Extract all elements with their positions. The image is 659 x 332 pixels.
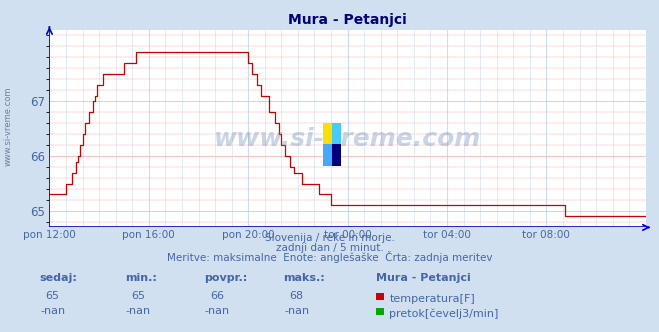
Bar	[332, 123, 341, 144]
Text: Meritve: maksimalne  Enote: anglešaške  Črta: zadnja meritev: Meritve: maksimalne Enote: anglešaške Čr…	[167, 251, 492, 263]
Text: 66: 66	[210, 291, 225, 301]
Text: pretok[čevelj3/min]: pretok[čevelj3/min]	[389, 308, 499, 319]
Text: -nan: -nan	[205, 306, 230, 316]
Title: Mura - Petanjci: Mura - Petanjci	[288, 13, 407, 27]
Text: www.si-vreme.com: www.si-vreme.com	[214, 126, 481, 150]
Bar	[332, 144, 341, 166]
Text: -nan: -nan	[40, 306, 65, 316]
Text: zadnji dan / 5 minut.: zadnji dan / 5 minut.	[275, 243, 384, 253]
Text: sedaj:: sedaj:	[40, 273, 77, 283]
Bar	[323, 144, 332, 166]
Text: 68: 68	[289, 291, 304, 301]
Text: 65: 65	[45, 291, 60, 301]
Text: www.si-vreme.com: www.si-vreme.com	[3, 86, 13, 166]
Text: 65: 65	[131, 291, 146, 301]
Bar	[323, 123, 332, 144]
Text: maks.:: maks.:	[283, 273, 325, 283]
Text: Mura - Petanjci: Mura - Petanjci	[376, 273, 471, 283]
Text: povpr.:: povpr.:	[204, 273, 248, 283]
Text: temperatura[F]: temperatura[F]	[389, 294, 475, 304]
Text: Slovenija / reke in morje.: Slovenija / reke in morje.	[264, 233, 395, 243]
Text: min.:: min.:	[125, 273, 157, 283]
Text: -nan: -nan	[284, 306, 309, 316]
Text: -nan: -nan	[126, 306, 151, 316]
